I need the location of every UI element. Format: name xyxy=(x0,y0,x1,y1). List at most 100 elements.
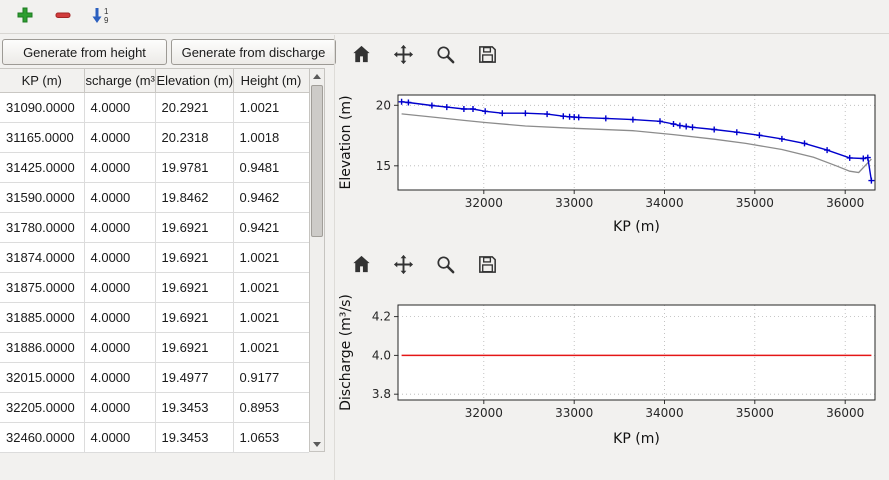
svg-text:15: 15 xyxy=(376,159,391,173)
scroll-down-button[interactable] xyxy=(310,437,324,451)
zoom-button[interactable] xyxy=(432,42,459,69)
table-cell[interactable]: 19.9781 xyxy=(155,152,234,183)
table-cell[interactable]: 4.0000 xyxy=(84,242,156,273)
svg-text:1: 1 xyxy=(104,7,109,16)
table-cell[interactable]: 1.0021 xyxy=(233,242,309,273)
table-row[interactable]: 31780.0000 4.0000 19.6921 0.9421 xyxy=(0,212,309,243)
table-cell[interactable]: 19.6921 xyxy=(155,332,234,363)
scroll-up-button[interactable] xyxy=(310,69,324,83)
table-row[interactable]: 31165.0000 4.0000 20.2318 1.0018 xyxy=(0,122,309,153)
sort-rows-button[interactable]: 1 9 xyxy=(90,6,112,28)
table-cell[interactable]: 32015.0000 xyxy=(0,362,85,393)
table-row[interactable]: 31590.0000 4.0000 19.8462 0.9462 xyxy=(0,182,309,213)
pan-button[interactable] xyxy=(390,252,417,279)
table-cell[interactable]: 1.0018 xyxy=(233,122,309,153)
svg-text:4.0: 4.0 xyxy=(372,348,391,362)
triangle-down-icon xyxy=(313,441,321,447)
table-cell[interactable]: 31590.0000 xyxy=(0,182,85,213)
table-cell[interactable]: 1.0021 xyxy=(233,92,309,123)
table-cell[interactable]: 0.8953 xyxy=(233,392,309,423)
table-cell[interactable]: 19.6921 xyxy=(155,212,234,243)
table-body: 31090.0000 4.0000 20.2921 1.0021 31165.0000 4… xyxy=(0,92,309,453)
table-cell[interactable]: 1.0021 xyxy=(233,332,309,363)
table-row[interactable]: 32460.0000 4.0000 19.3453 1.0653 xyxy=(0,422,309,453)
table-cell[interactable]: 0.9177 xyxy=(233,362,309,393)
table-row[interactable]: 31090.0000 4.0000 20.2921 1.0021 xyxy=(0,92,309,123)
generate-from-height-button[interactable]: Generate from height xyxy=(2,39,167,65)
home-icon xyxy=(350,253,373,279)
magnifier-icon xyxy=(434,253,457,279)
discharge-chart-canvas[interactable]: 32000 33000 34000 35000 36000 3.8 4.0 4.2 KP (m)… xyxy=(337,290,889,448)
table-cell[interactable]: 31165.0000 xyxy=(0,122,85,153)
table-cell[interactable]: 31425.0000 xyxy=(0,152,85,183)
table-cell[interactable]: 4.0000 xyxy=(84,182,156,213)
elevation-chart-canvas[interactable]: 32000 33000 34000 35000 36000 15 20 KP (m) Eleva… xyxy=(337,78,889,236)
table-cell[interactable]: 31885.0000 xyxy=(0,302,85,333)
table-header-row: KP (m) scharge (m³/ Elevation (m) Height… xyxy=(0,69,309,93)
generate-button-row: Generate from height Generate from disch… xyxy=(2,39,336,65)
table-row[interactable]: 31874.0000 4.0000 19.6921 1.0021 xyxy=(0,242,309,273)
pan-icon xyxy=(392,253,415,279)
table-scrollbar[interactable] xyxy=(309,68,325,452)
table-cell[interactable]: 4.0000 xyxy=(84,362,156,393)
minus-icon xyxy=(54,6,72,27)
table-cell[interactable]: 19.8462 xyxy=(155,182,234,213)
table-cell[interactable]: 19.3453 xyxy=(155,392,234,423)
svg-text:32000: 32000 xyxy=(465,406,503,420)
svg-text:33000: 33000 xyxy=(555,406,593,420)
table-row[interactable]: 32015.0000 4.0000 19.4977 0.9177 xyxy=(0,362,309,393)
table-cell[interactable]: 20.2921 xyxy=(155,92,234,123)
home-button[interactable] xyxy=(348,42,375,69)
table-cell[interactable]: 0.9462 xyxy=(233,182,309,213)
table-cell[interactable]: 31874.0000 xyxy=(0,242,85,273)
table-cell[interactable]: 31886.0000 xyxy=(0,332,85,363)
table-cell[interactable]: 4.0000 xyxy=(84,302,156,333)
table-cell[interactable]: 4.0000 xyxy=(84,122,156,153)
table-cell[interactable]: 32460.0000 xyxy=(0,422,85,453)
home-icon xyxy=(350,43,373,69)
table-cell[interactable]: 4.0000 xyxy=(84,152,156,183)
table-cell[interactable]: 4.0000 xyxy=(84,212,156,243)
table-cell[interactable]: 1.0653 xyxy=(233,422,309,453)
table-cell[interactable]: 1.0021 xyxy=(233,302,309,333)
table-cell[interactable]: 19.6921 xyxy=(155,242,234,273)
table-cell[interactable]: 4.0000 xyxy=(84,92,156,123)
table-cell[interactable]: 20.2318 xyxy=(155,122,234,153)
scrollbar-thumb[interactable] xyxy=(311,85,323,237)
table-row[interactable]: 32205.0000 4.0000 19.3453 0.8953 xyxy=(0,392,309,423)
table-cell[interactable]: 19.3453 xyxy=(155,422,234,453)
table-cell[interactable]: 4.0000 xyxy=(84,332,156,363)
table-row[interactable]: 31885.0000 4.0000 19.6921 1.0021 xyxy=(0,302,309,333)
table-cell[interactable]: 0.9481 xyxy=(233,152,309,183)
scrollbar-track[interactable] xyxy=(310,83,324,437)
table-cell[interactable]: 19.6921 xyxy=(155,272,234,303)
main-toolbar: 1 9 xyxy=(0,0,889,34)
table-cell[interactable]: 4.0000 xyxy=(84,272,156,303)
home-button[interactable] xyxy=(348,252,375,279)
zoom-button[interactable] xyxy=(432,252,459,279)
table-row[interactable]: 31425.0000 4.0000 19.9781 0.9481 xyxy=(0,152,309,183)
table-cell[interactable]: 19.4977 xyxy=(155,362,234,393)
table-cell[interactable]: 4.0000 xyxy=(84,422,156,453)
magnifier-icon xyxy=(434,43,457,69)
table-cell[interactable]: 31090.0000 xyxy=(0,92,85,123)
table-row[interactable]: 31886.0000 4.0000 19.6921 1.0021 xyxy=(0,332,309,363)
table-cell[interactable]: 0.9421 xyxy=(233,212,309,243)
save-button[interactable] xyxy=(474,252,501,279)
pan-button[interactable] xyxy=(390,42,417,69)
table-cell[interactable]: 32205.0000 xyxy=(0,392,85,423)
table-cell[interactable]: 31780.0000 xyxy=(0,212,85,243)
svg-text:KP (m): KP (m) xyxy=(613,431,660,447)
remove-row-button[interactable] xyxy=(52,6,74,28)
boundary-table: KP (m) scharge (m³/ Elevation (m) Height… xyxy=(0,68,309,453)
save-button[interactable] xyxy=(474,42,501,69)
table-cell[interactable]: 31875.0000 xyxy=(0,272,85,303)
table-row[interactable]: 31875.0000 4.0000 19.6921 1.0021 xyxy=(0,272,309,303)
table-cell[interactable]: 4.0000 xyxy=(84,392,156,423)
generate-from-discharge-button[interactable]: Generate from discharge xyxy=(171,39,336,65)
add-row-button[interactable] xyxy=(14,6,36,28)
table-cell[interactable]: 1.0021 xyxy=(233,272,309,303)
elevation-plot-toolbar xyxy=(348,42,501,69)
pan-icon xyxy=(392,43,415,69)
table-cell[interactable]: 19.6921 xyxy=(155,302,234,333)
